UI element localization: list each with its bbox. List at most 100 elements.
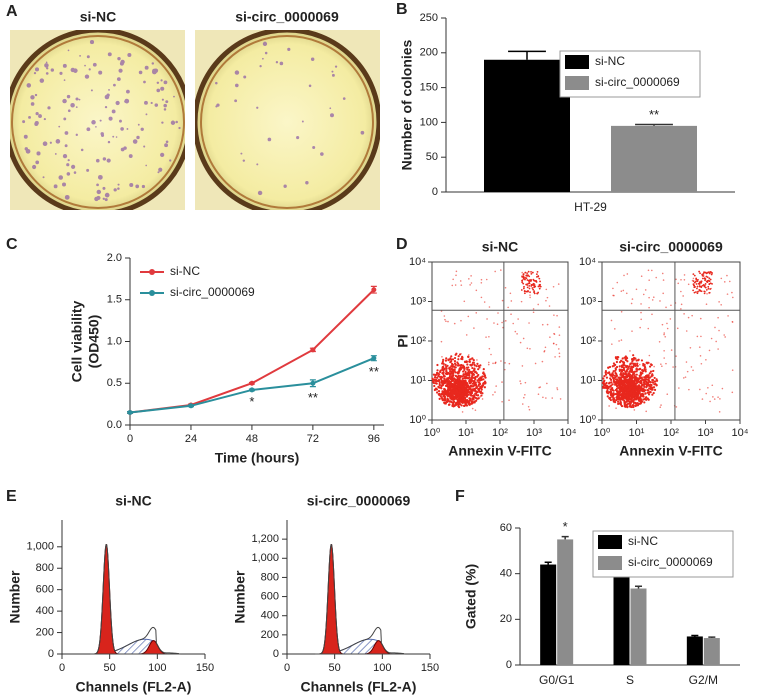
event-dot [640, 359, 644, 362]
event-dot [526, 279, 529, 281]
event-dot [461, 379, 464, 382]
colony [331, 73, 335, 77]
event-dot [612, 389, 615, 392]
colony [329, 107, 332, 110]
event-dot [437, 389, 441, 393]
error-bar [635, 123, 673, 126]
event-dot [635, 288, 638, 291]
event-dot [485, 336, 487, 338]
event-dot [537, 303, 540, 306]
event-dot [494, 270, 496, 273]
colony [73, 171, 77, 174]
event-dot [685, 361, 688, 363]
event-dot [454, 371, 457, 374]
event-dot [454, 353, 457, 356]
event-dot [465, 376, 468, 379]
event-dot [618, 340, 620, 342]
event-dot [631, 298, 634, 300]
event-dot [460, 389, 463, 393]
event-dot [472, 385, 475, 388]
event-dot [638, 374, 641, 377]
event-dot [469, 385, 472, 388]
legend-label: si-NC [628, 534, 658, 548]
legend-marker [149, 269, 155, 275]
event-dot [465, 395, 468, 398]
event-dot [441, 355, 443, 358]
colony [64, 144, 68, 148]
event-dot [469, 392, 472, 395]
event-dot [480, 385, 483, 388]
event-dot [697, 282, 700, 285]
event-dot [527, 405, 530, 408]
event-dot [519, 341, 522, 344]
x-tick-label: 10⁰ [424, 427, 441, 439]
colony [50, 68, 54, 72]
event-dot [627, 398, 630, 401]
event-dot [699, 272, 701, 275]
bar [557, 539, 574, 665]
event-dot [644, 392, 647, 395]
event-dot [626, 365, 629, 368]
event-dot [440, 384, 443, 388]
event-dot [526, 347, 529, 350]
event-dot [537, 291, 540, 294]
event-dot [473, 364, 476, 367]
event-dot [442, 374, 446, 378]
error-bar [544, 561, 552, 565]
event-dot [640, 311, 642, 314]
event-dot [705, 275, 708, 278]
event-dot [472, 396, 475, 399]
event-dot [453, 322, 456, 325]
event-dot [633, 409, 636, 411]
event-dot [616, 394, 620, 398]
event-dot [466, 384, 469, 387]
event-dot [618, 392, 621, 395]
event-dot [553, 314, 555, 316]
event-dot [635, 373, 638, 376]
y-tick-label: 0 [273, 648, 279, 660]
colony [140, 127, 144, 131]
event-dot [629, 376, 633, 379]
event-dot [432, 381, 435, 385]
event-dot [452, 278, 454, 281]
event-dot [530, 272, 533, 275]
event-dot [467, 400, 471, 403]
event-dot [609, 385, 612, 388]
event-dot [700, 286, 703, 289]
event-dot [704, 286, 707, 289]
colony [160, 152, 165, 157]
bar [484, 59, 570, 193]
event-dot [450, 380, 452, 383]
point [371, 355, 377, 361]
event-dot [653, 365, 655, 368]
event-dot [611, 383, 614, 386]
colony [342, 97, 346, 100]
event-dot [534, 285, 537, 288]
event-dot [713, 398, 716, 400]
event-dot [631, 330, 633, 332]
event-dot [476, 379, 479, 382]
colony [58, 125, 61, 128]
event-dot [521, 365, 524, 367]
event-dot [620, 398, 623, 401]
colony [111, 109, 116, 114]
event-dot [611, 388, 613, 391]
event-dot [644, 289, 647, 291]
event-dot [620, 394, 623, 397]
colony [115, 136, 118, 138]
event-dot [460, 394, 463, 397]
event-dot [458, 391, 461, 394]
colony [283, 184, 287, 188]
colony [66, 94, 71, 99]
event-dot [635, 359, 638, 362]
y-tick-label: 200 [36, 626, 54, 638]
event-dot [651, 393, 654, 396]
event-dot [648, 279, 650, 281]
event-dot [450, 355, 453, 358]
event-dot [655, 276, 658, 279]
event-dot [537, 285, 540, 288]
colony [117, 56, 121, 61]
event-dot [522, 282, 525, 285]
event-dot [700, 362, 703, 365]
event-dot [617, 402, 620, 406]
